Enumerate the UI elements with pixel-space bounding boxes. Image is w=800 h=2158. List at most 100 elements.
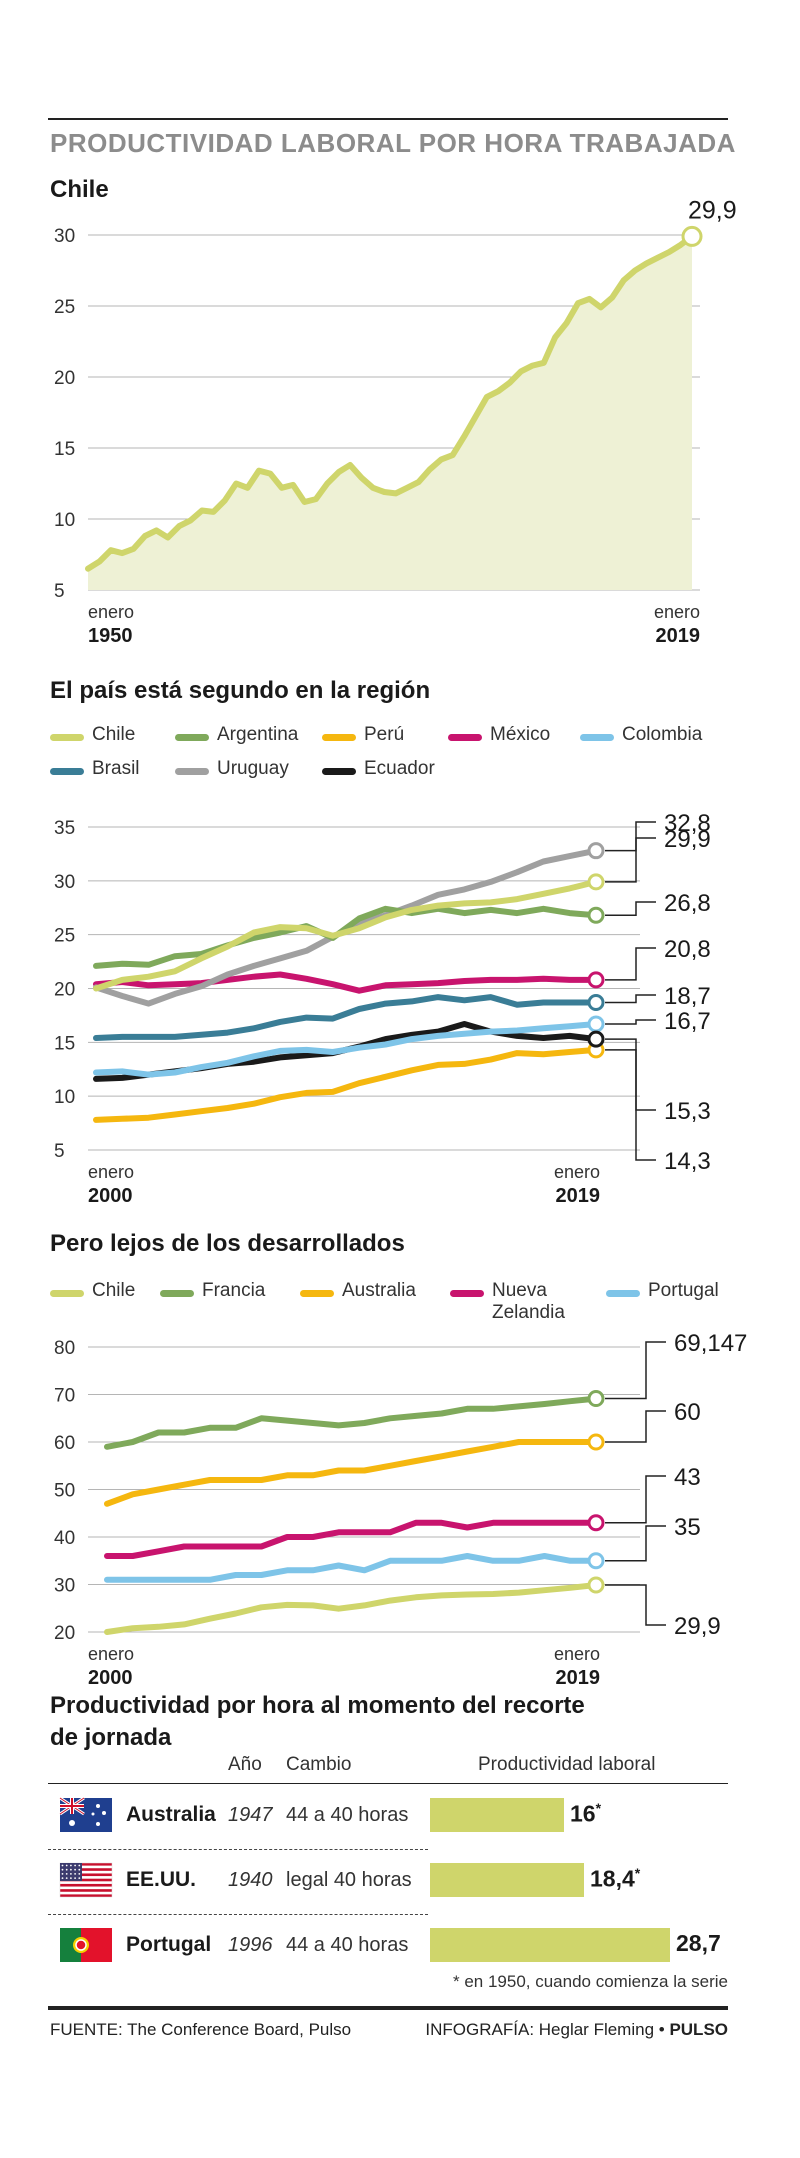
y-tick-label: 10 — [54, 510, 75, 531]
series-line — [104, 1553, 599, 1583]
x-end-label: enero — [654, 602, 700, 622]
row-value-number: 28,7 — [676, 1930, 721, 1956]
y-tick-label: 40 — [54, 1528, 75, 1549]
x-end-year: 2019 — [656, 625, 701, 647]
series-end-label: 18,7 — [664, 983, 711, 1010]
series-line — [93, 994, 599, 1041]
flag-canton — [60, 1863, 82, 1881]
flag-star — [65, 1873, 68, 1875]
y-tick-label: 10 — [54, 1087, 75, 1108]
y-tick-label: 50 — [54, 1481, 75, 1502]
series-line — [104, 1582, 599, 1635]
series-end-label: 32,8 — [664, 810, 711, 837]
top-rule — [48, 118, 728, 120]
x-start-label: enero — [88, 1644, 134, 1664]
leader-line — [605, 901, 656, 917]
leader-line — [605, 821, 656, 852]
chart2-legend: Chile Argentina Perú México Colombia Brasil Ur… — [50, 724, 750, 784]
y-tick-label: 60 — [54, 1433, 75, 1454]
legend-label: Brasil — [92, 758, 140, 779]
y-tick-label: 20 — [54, 980, 75, 1001]
series-end-label: 69,147 — [674, 1330, 747, 1357]
y-tick-label: 80 — [54, 1338, 75, 1359]
leader-line — [605, 1341, 666, 1400]
australia-flag-icon — [59, 1796, 112, 1832]
legend-swatch — [300, 1290, 334, 1297]
series-end-marker — [587, 1514, 605, 1532]
chart1-svg: 5 10 15 20 25 30 enero 1950 enero 2019 29,9 — [54, 196, 737, 647]
chart2-title: El país está segundo en la región — [50, 677, 431, 704]
legend-label: Perú — [364, 724, 405, 745]
flag-stripe — [60, 1889, 112, 1892]
y-tick-label: 5 — [54, 581, 65, 602]
chart3-legend: Chile Francia Australia Nueva Zelandia Portu… — [50, 1280, 750, 1336]
x-start-label: enero — [88, 602, 134, 622]
legend-swatch — [450, 1290, 484, 1297]
series-end-marker — [587, 1552, 605, 1570]
legend-swatch — [50, 734, 84, 741]
flag-star — [78, 1868, 81, 1871]
legend-item: México — [448, 724, 550, 746]
row-value-label: 28,7 — [676, 1930, 721, 1957]
legend-item: Brasil — [50, 758, 140, 780]
series-end-label: 15,3 — [664, 1098, 711, 1125]
legend-item: Colombia — [580, 724, 702, 746]
x-start-year: 1950 — [88, 625, 133, 647]
row-value-number: 16 — [570, 1800, 596, 1827]
flag-star — [70, 1868, 72, 1871]
flag-stripe — [60, 1873, 112, 1877]
legend-label: Nueva Zelandia — [492, 1280, 565, 1323]
legend-swatch — [50, 768, 84, 775]
row-year: 1947 — [228, 1804, 273, 1826]
source-text: FUENTE: The Conference Board, Pulso — [50, 2020, 352, 2039]
series-line — [93, 1021, 599, 1078]
y-tick-label: 5 — [54, 1141, 65, 1162]
x-start-label: enero — [88, 1162, 134, 1182]
flag-star — [78, 1877, 81, 1879]
y-tick-label: 15 — [54, 439, 75, 460]
legend-item: Francia — [160, 1280, 265, 1302]
series-end-label: 29,9 — [664, 826, 711, 853]
row-year: 1996 — [228, 1934, 273, 1956]
footnote: * en 1950, cuando comienza la serie — [452, 1972, 728, 1991]
flag-star — [70, 1873, 72, 1875]
row-country: Australia — [126, 1803, 216, 1826]
legend-item: Chile — [50, 724, 135, 746]
series-end-label: 29,9 — [674, 1613, 721, 1640]
flag-star — [70, 1877, 72, 1879]
x-end-year: 2019 — [556, 1667, 601, 1689]
flag-star — [102, 1811, 106, 1815]
row-change: 44 a 40 horas — [286, 1934, 409, 1956]
flag-star — [65, 1864, 68, 1867]
legend-item: Nueva Zelandia — [450, 1280, 600, 1324]
legend-swatch — [160, 1290, 194, 1297]
legend-item: Argentina — [175, 724, 298, 746]
series-end-marker — [587, 1030, 605, 1048]
row-divider — [48, 1914, 428, 1915]
legend-label: Portugal — [648, 1280, 719, 1301]
legend-label: Ecuador — [364, 758, 435, 779]
row-year: 1940 — [228, 1869, 273, 1891]
usa-flag-icon — [59, 1862, 113, 1898]
y-tick-label: 25 — [54, 926, 75, 947]
x-end-year: 2019 — [556, 1185, 601, 1207]
leader-line — [605, 1019, 656, 1025]
series-end-label: 14,3 — [664, 1148, 711, 1175]
legend-label: Colombia — [622, 724, 703, 745]
leader-line — [605, 994, 656, 1004]
legend-swatch — [580, 734, 614, 741]
flag-green — [60, 1928, 81, 1962]
leader-line — [605, 1584, 666, 1626]
row-change: 44 a 40 horas — [286, 1804, 409, 1826]
series-line — [104, 1395, 599, 1450]
series-end-marker — [587, 1576, 605, 1594]
legend-label: Argentina — [217, 724, 299, 745]
legend-swatch — [50, 1290, 84, 1297]
flag-star — [74, 1877, 76, 1879]
legend-swatch — [606, 1290, 640, 1297]
y-tick-label: 30 — [54, 226, 75, 247]
chart3-title: Pero lejos de los desarrollados — [50, 1230, 405, 1257]
legend-label: México — [490, 724, 551, 745]
y-tick-label: 30 — [54, 1576, 75, 1597]
col-change-header: Cambio — [286, 1754, 352, 1775]
